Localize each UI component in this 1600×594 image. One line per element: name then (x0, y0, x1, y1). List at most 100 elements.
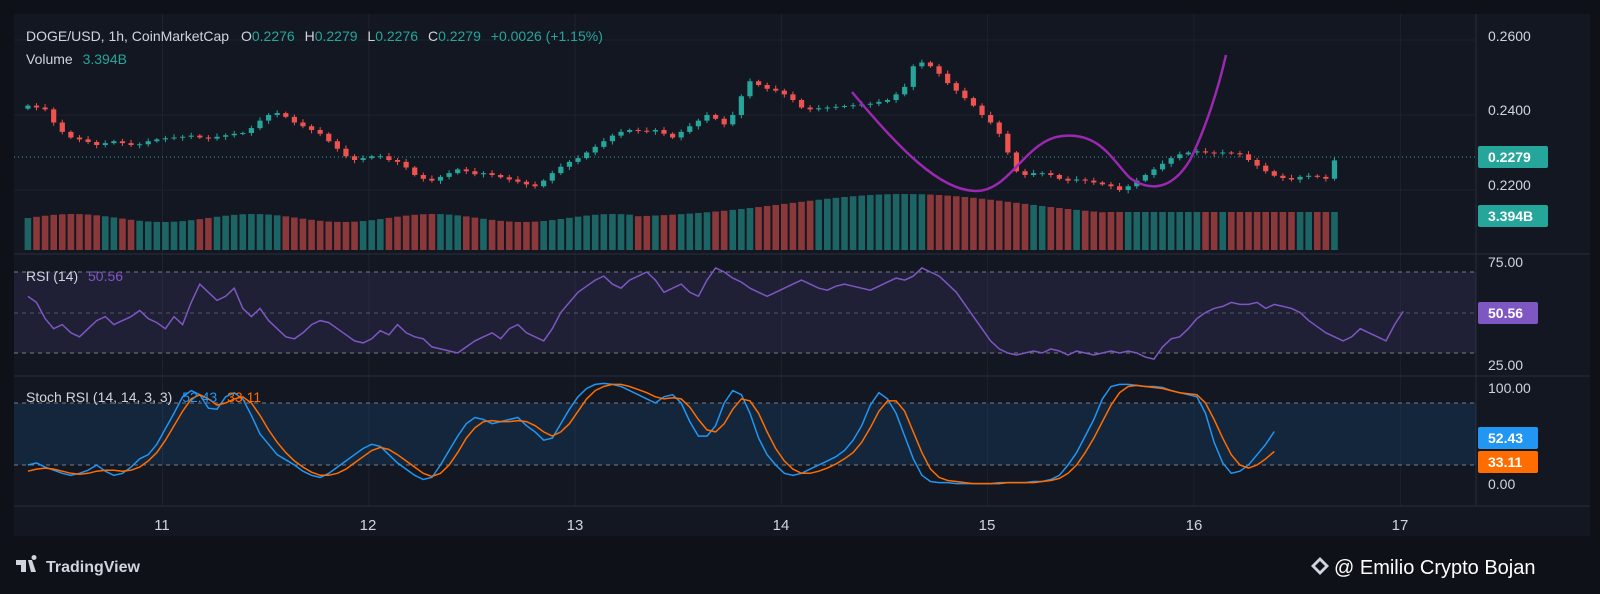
high-label: H (305, 28, 315, 44)
candle-body (549, 173, 555, 181)
candle-body (945, 73, 951, 84)
candle-body (1159, 163, 1166, 170)
volume-bar (669, 214, 676, 250)
candle-body (1254, 160, 1260, 166)
candle-body (1031, 173, 1037, 175)
volume-bar (600, 214, 608, 250)
volume-bar (205, 217, 212, 250)
candle-body (420, 175, 426, 179)
time-tick-1: 12 (360, 517, 377, 534)
candle-body (1306, 175, 1312, 177)
time-axis: 11 12 13 14 15 16 17 (154, 517, 1408, 534)
rsi-tick-upper: 75.00 (1488, 254, 1523, 270)
volume-bar (308, 219, 315, 250)
price-badge-bg (1478, 146, 1548, 168)
candlesticks (25, 59, 1338, 194)
candle-body (1314, 175, 1320, 177)
candle-body (721, 118, 727, 125)
candle-body (962, 90, 968, 99)
candle-body (1245, 154, 1252, 160)
volume-bar (248, 214, 255, 250)
candle-body (506, 177, 512, 180)
volume-bar (1150, 212, 1158, 250)
volume-bar (652, 215, 659, 250)
volume-bar (67, 214, 75, 250)
candle-body (1263, 165, 1269, 172)
candle-body (360, 158, 366, 160)
candle-body (927, 62, 934, 67)
stoch-tick-upper: 100.00 (1488, 380, 1531, 396)
candle-body (1005, 133, 1011, 153)
candle-body (824, 107, 830, 109)
volume-bar (402, 215, 410, 250)
volume-bar (677, 214, 685, 250)
volume-bar (1331, 212, 1338, 250)
volume-bar (291, 217, 298, 250)
candle-body (996, 122, 1002, 134)
volume-bar (703, 212, 711, 250)
volume-bar (76, 214, 83, 250)
candle-body (841, 106, 848, 107)
volume-bar (394, 216, 401, 250)
candle-body (584, 152, 590, 159)
stoch-k-badge-text: 52.43 (1488, 430, 1523, 446)
volume-bar (935, 195, 943, 250)
candle-body (68, 131, 74, 138)
tradingview-logo[interactable]: TradingView (16, 555, 141, 576)
candle-body (635, 130, 641, 131)
volume-bar (746, 208, 754, 250)
candle-body (76, 137, 83, 140)
volume-bar (660, 215, 668, 250)
volume-bar (1142, 212, 1149, 250)
volume-bar (1288, 212, 1295, 250)
candle-body (764, 85, 770, 89)
volume-bar (58, 214, 66, 250)
candle-body (979, 105, 985, 115)
volume-bar (1305, 212, 1312, 250)
candle-body (317, 130, 323, 134)
volume-bar (695, 212, 702, 250)
candle-body (291, 116, 297, 123)
volume-bar (93, 215, 100, 250)
candle-body (1168, 158, 1174, 164)
volume-bars (24, 194, 1338, 250)
volume-bar (574, 216, 582, 250)
volume-bar (583, 215, 590, 250)
candle-body (627, 130, 633, 132)
candle-body (807, 107, 813, 110)
volume-bar (1176, 212, 1184, 250)
volume-bar (978, 198, 986, 250)
volume-value: 3.394B (83, 51, 127, 67)
close-value: 0.2279 (438, 28, 481, 44)
candle-body (300, 122, 306, 127)
candle-body (988, 115, 994, 123)
candle-body (94, 142, 100, 145)
candle-body (1048, 173, 1054, 175)
volume-bar (1099, 212, 1106, 250)
candle-body (180, 136, 186, 138)
candle-body (111, 141, 117, 144)
volume-bar (849, 196, 857, 250)
open-label: O (241, 28, 252, 44)
stoch-d-line (27, 383, 1275, 485)
volume-bar (1021, 203, 1029, 250)
candle-body (575, 158, 581, 162)
candle-body (455, 169, 461, 174)
candle-body (472, 171, 478, 175)
candle-body (644, 130, 650, 132)
candle-body (798, 100, 805, 108)
volume-badge-text: 3.394B (1488, 208, 1533, 224)
volume-bar (815, 199, 823, 250)
volume-bar (548, 220, 556, 250)
candle-body (1073, 179, 1080, 181)
volume-bar (909, 194, 917, 250)
candle-body (1237, 153, 1243, 155)
candle-body (1065, 178, 1071, 181)
volume-bar (832, 197, 840, 250)
legend-rsi: RSI (14) 50.56 (26, 268, 123, 284)
volume-bar (591, 214, 599, 250)
candle-body (334, 141, 340, 149)
candle-body (377, 156, 383, 158)
volume-bar (50, 214, 57, 250)
time-tick-2: 13 (567, 517, 584, 534)
